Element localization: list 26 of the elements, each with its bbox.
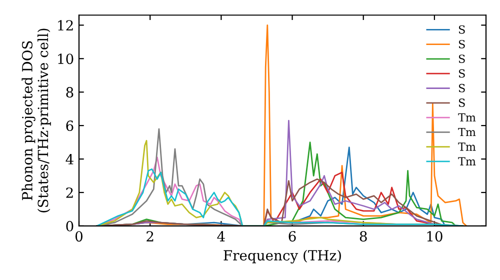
legend-label: Tm bbox=[458, 128, 476, 136]
legend-label: S bbox=[458, 69, 465, 78]
x-axis-title: Frequency (THz) bbox=[224, 250, 341, 264]
legend-label: S bbox=[458, 54, 465, 64]
legend-label: S bbox=[458, 40, 465, 48]
y-tick-label: 0 bbox=[66, 220, 74, 232]
x-tick-label: 6 bbox=[288, 231, 296, 242]
y-tick-label: 6 bbox=[66, 120, 74, 132]
y-tick-label: 2 bbox=[66, 187, 73, 198]
legend-label: Tm bbox=[458, 113, 476, 122]
x-tick-label: 2 bbox=[146, 231, 154, 242]
x-tick-label: 10 bbox=[427, 231, 442, 242]
line-series bbox=[96, 168, 464, 226]
x-tick-label: 8 bbox=[360, 231, 367, 242]
x-tick-label: 4 bbox=[217, 231, 225, 242]
x-tick-label: 0 bbox=[75, 231, 82, 242]
legend-label: S bbox=[458, 25, 465, 34]
legend-label: Tm bbox=[458, 157, 476, 166]
y-tick-label: 4 bbox=[66, 154, 74, 164]
y-tick-label: 10 bbox=[58, 54, 74, 64]
y-tick-label: 12 bbox=[58, 20, 73, 30]
y-axis-title: Phonon projected DOS (States/THz·primitive cell) bbox=[22, 28, 51, 212]
legend-label: Tm bbox=[458, 142, 476, 151]
y-tick-label: 8 bbox=[66, 87, 74, 98]
legend-label: S bbox=[458, 84, 465, 92]
legend-label: S bbox=[458, 98, 465, 107]
